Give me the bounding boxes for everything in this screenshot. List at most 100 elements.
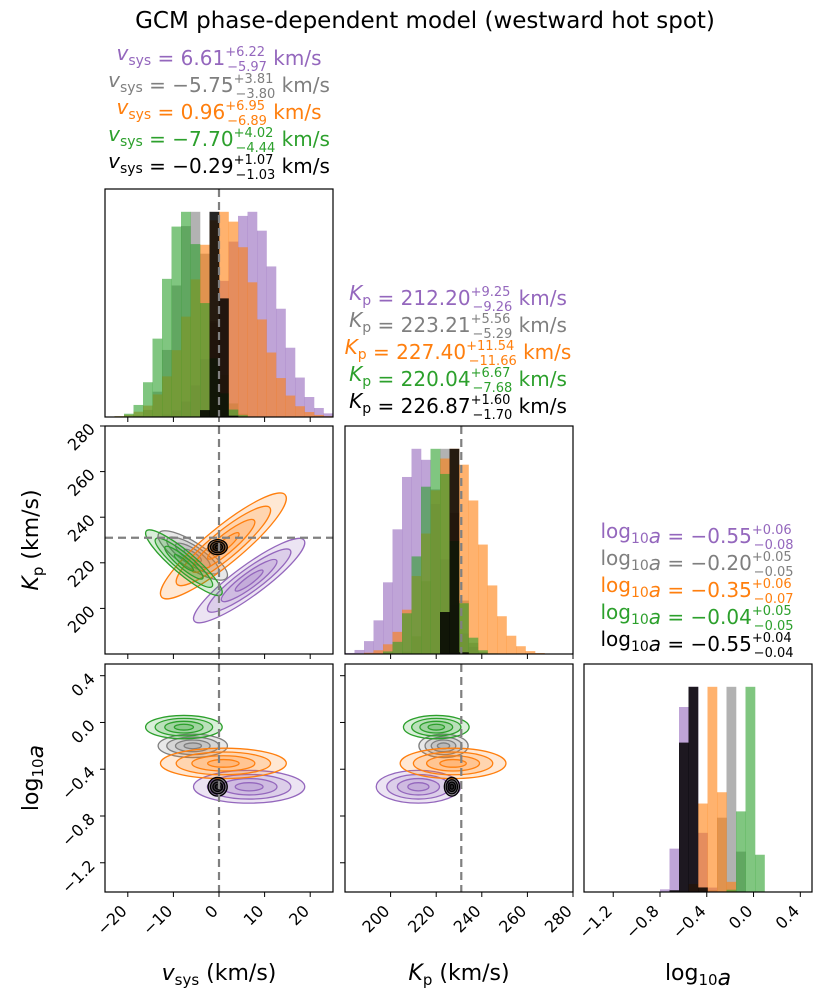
x-tick-label: 200 [358,901,393,936]
histogram-bar [392,529,403,654]
histogram-bar [478,544,488,654]
histogram-bar [745,686,756,892]
contour-level [192,537,306,624]
y-tick-label: −0.8 [58,809,99,850]
histogram-bar [295,406,305,417]
contours-purple-vsys_Kp [192,537,306,624]
contour-level [154,537,214,588]
x-tick-label: 260 [495,901,530,936]
histogram-bar [304,397,315,417]
histogram-bar [698,803,708,892]
histogram-bar [181,211,191,417]
histogram-bar [487,585,498,654]
y-tick-label: 200 [64,602,99,637]
panel-frame [344,663,574,893]
summary-purple-Kp: Kp = 212.20+9.25 −9.26 km/s [349,281,567,315]
histogram-bar [717,792,727,892]
histogram-bar [200,303,210,417]
contour-level [425,755,481,772]
contour-level [159,492,287,600]
histogram-bar [276,308,286,417]
contour-level [407,782,430,792]
histogram-bar [383,651,393,654]
contour-level [157,733,229,759]
contour-level [402,714,470,740]
histogram-bar [314,407,324,417]
panel-frame [583,663,813,893]
y-tick-label: −1.2 [58,856,99,897]
contour-level [396,777,441,796]
histogram-bar [497,616,507,654]
histogram-bar [392,641,403,654]
x-axis-label-log10a: log10a [665,961,731,991]
x-axis-label-vsys: vsys (km/s) [162,961,277,989]
histogram-bar [726,889,737,892]
histogram-bar [449,448,460,654]
y-tick-label: 260 [64,465,99,500]
histogram-bar [468,637,479,654]
summary-green-vsys: vsys = −7.70+4.02 −4.44 km/s [108,122,330,156]
histogram-bar [736,811,746,892]
histogram-bar [323,413,333,417]
contour-level [419,720,454,734]
histogram-green-log10a [726,686,765,892]
contour-level [206,758,240,768]
histogram-bar [209,211,220,417]
histogram-bar [285,347,296,417]
histogram-bar [200,410,210,417]
contours-purple-Kp_log10a [375,769,462,804]
x-tick-label: 20 [285,901,313,929]
histogram-bar [373,620,384,654]
summary-purple-vsys: vsys = 6.61+6.22 −5.97 km/s [116,41,321,75]
x-tick-label: 10 [240,901,268,929]
histogram-bar [354,649,365,654]
histogram-bar [247,282,258,417]
y-tick-label: 0.4 [67,669,98,700]
histogram-bar [238,247,248,417]
x-tick-label: 0 [201,901,222,922]
histogram-bar [726,881,737,892]
histogram-bar [364,652,374,654]
contour-level [447,781,457,793]
histogram-bar [238,415,248,417]
summary-black-vsys: vsys = −0.29+1.07 −1.03 km/s [108,149,330,183]
x-tick-label: −1.2 [575,901,616,942]
x-tick-label: 240 [450,901,485,936]
summary-gray-Kp: Kp = 223.21+5.56 −5.29 km/s [349,308,567,342]
summary-black-log10a: log10a = −0.55+0.04 −0.04 [600,627,793,661]
contour-panel-vsys_log10a [144,664,306,892]
contours-green-Kp_log10a [402,714,470,740]
x-axis-label-kp: Kp (km/s) [408,961,509,989]
histogram-bar [707,686,718,892]
histogram-bar [143,382,153,417]
histogram-bar [228,221,239,417]
histogram-bar [459,603,469,654]
histogram-bar [459,464,469,654]
summary-black-Kp: Kp = 226.87+1.60 −1.70 km/s [349,389,567,423]
histogram-bar [266,352,277,417]
contours-orange-Kp_log10a [399,747,507,780]
contour-panel-Kp_log10a [375,664,507,892]
y-tick-label: 240 [64,511,99,546]
x-tick-label: −10 [139,901,176,938]
y-axis-label-log10a: log10a [19,745,49,811]
histogram-bar [219,298,229,417]
histogram-bar [688,686,699,892]
histogram-bar [726,686,737,892]
x-tick-label: −0.8 [622,901,663,942]
summary-green-log10a: log10a = −0.04+0.05 −0.05 [600,600,793,634]
contour-panel-vsys_Kp [105,426,333,654]
histogram-bar [228,409,239,417]
summary-orange-Kp: Kp = 227.40+11.54 −11.66 km/s [345,335,572,369]
histogram-bar [755,854,765,892]
y-tick-label: 280 [64,419,99,454]
summary-orange-vsys: vsys = 0.96+6.95 −6.89 km/s [116,95,321,129]
contour-level [220,777,278,796]
x-tick-label: 220 [404,901,439,936]
contours-green-vsys_log10a [144,714,223,740]
histogram-black-Kp [440,448,469,654]
histogram-bar [525,651,536,654]
histogram-bar [421,486,431,654]
histogram-bar [440,612,450,654]
